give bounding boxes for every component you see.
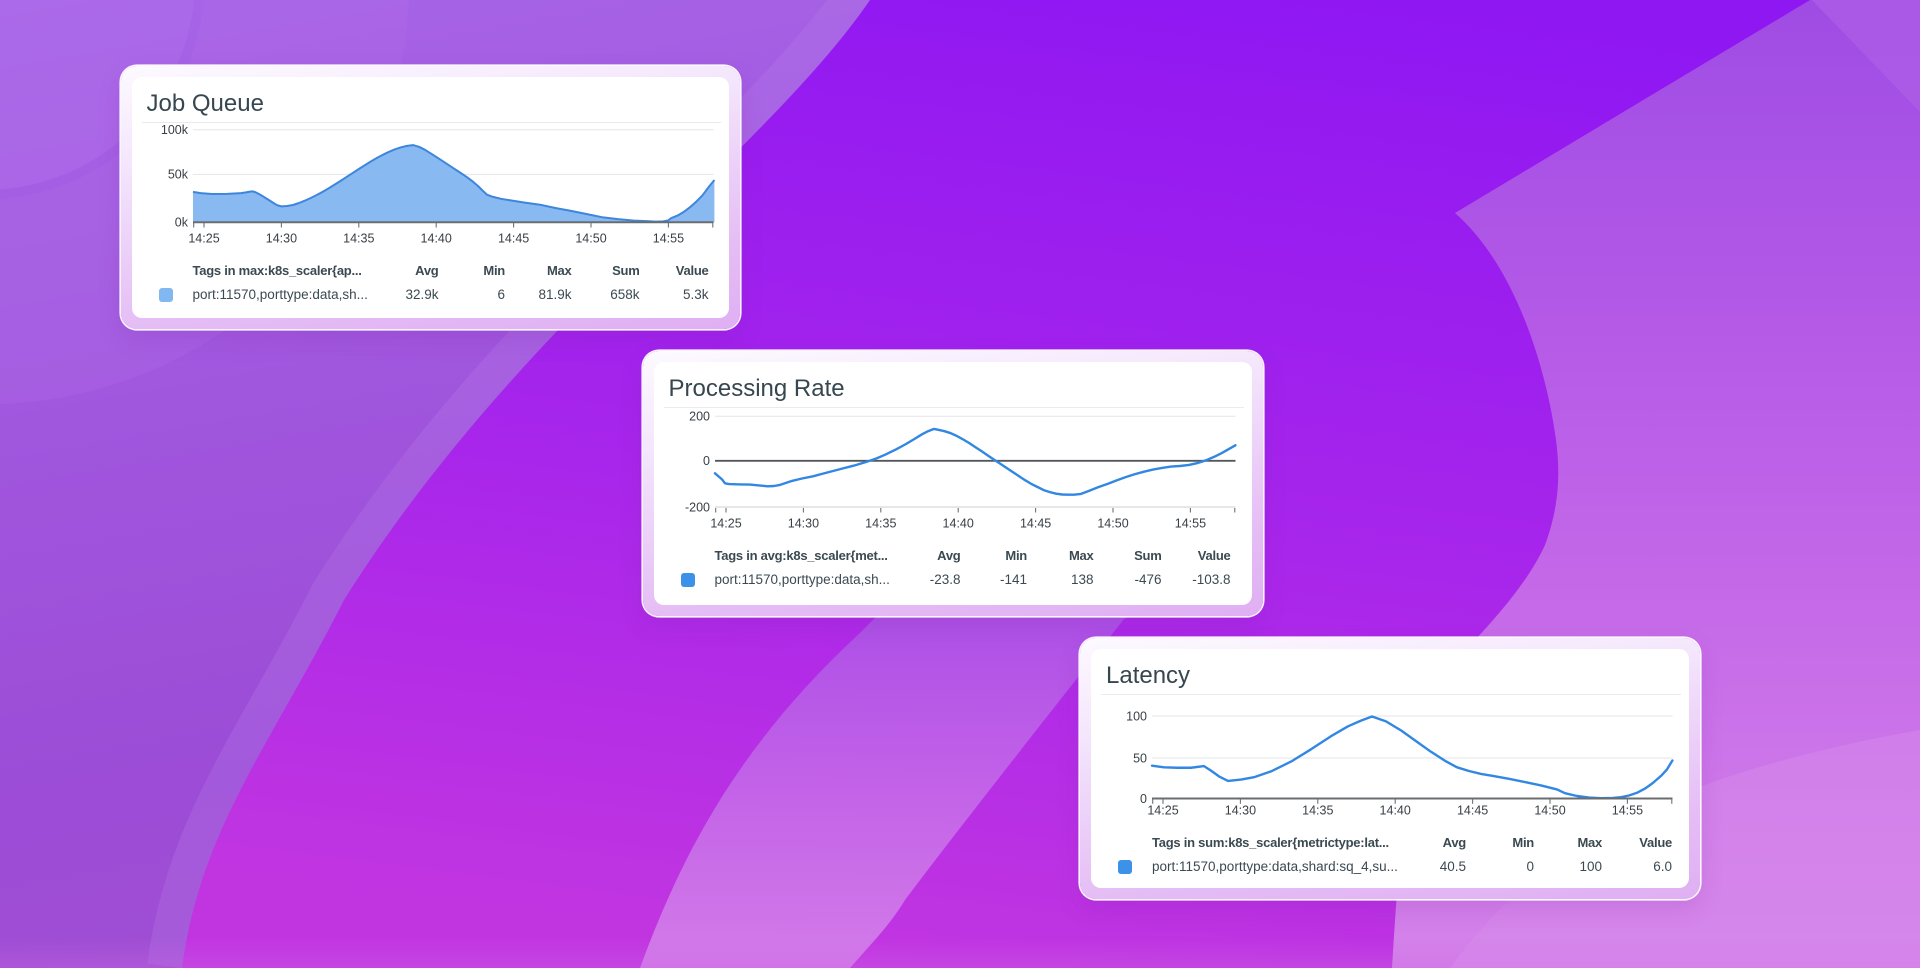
svg-text:14:30: 14:30 bbox=[1225, 803, 1256, 817]
svg-text:14:25: 14:25 bbox=[1147, 803, 1178, 817]
svg-text:-200: -200 bbox=[684, 500, 709, 514]
svg-text:14:55: 14:55 bbox=[1612, 803, 1643, 817]
svg-text:14:30: 14:30 bbox=[265, 231, 296, 245]
svg-text:14:25: 14:25 bbox=[710, 516, 741, 530]
svg-text:100: 100 bbox=[1126, 709, 1147, 723]
svg-text:14:35: 14:35 bbox=[343, 231, 374, 245]
svg-text:14:30: 14:30 bbox=[787, 516, 818, 530]
svg-text:14:50: 14:50 bbox=[575, 231, 606, 245]
svg-text:14:45: 14:45 bbox=[497, 231, 528, 245]
svg-text:14:55: 14:55 bbox=[1174, 516, 1205, 530]
svg-text:14:40: 14:40 bbox=[420, 231, 451, 245]
svg-text:14:55: 14:55 bbox=[652, 231, 683, 245]
svg-text:14:35: 14:35 bbox=[1302, 803, 1333, 817]
svg-text:14:45: 14:45 bbox=[1019, 516, 1050, 530]
svg-text:50k: 50k bbox=[167, 167, 188, 181]
svg-text:14:35: 14:35 bbox=[865, 516, 896, 530]
svg-text:200: 200 bbox=[689, 409, 710, 423]
svg-text:14:50: 14:50 bbox=[1534, 803, 1565, 817]
svg-text:100k: 100k bbox=[160, 123, 188, 137]
svg-text:50: 50 bbox=[1133, 751, 1147, 765]
svg-text:14:40: 14:40 bbox=[1380, 803, 1411, 817]
svg-text:14:45: 14:45 bbox=[1457, 803, 1488, 817]
svg-text:0k: 0k bbox=[174, 215, 188, 229]
svg-text:14:50: 14:50 bbox=[1097, 516, 1128, 530]
svg-text:14:40: 14:40 bbox=[942, 516, 973, 530]
svg-text:0: 0 bbox=[703, 454, 710, 468]
svg-text:14:25: 14:25 bbox=[188, 231, 219, 245]
svg-text:0: 0 bbox=[1140, 791, 1147, 805]
